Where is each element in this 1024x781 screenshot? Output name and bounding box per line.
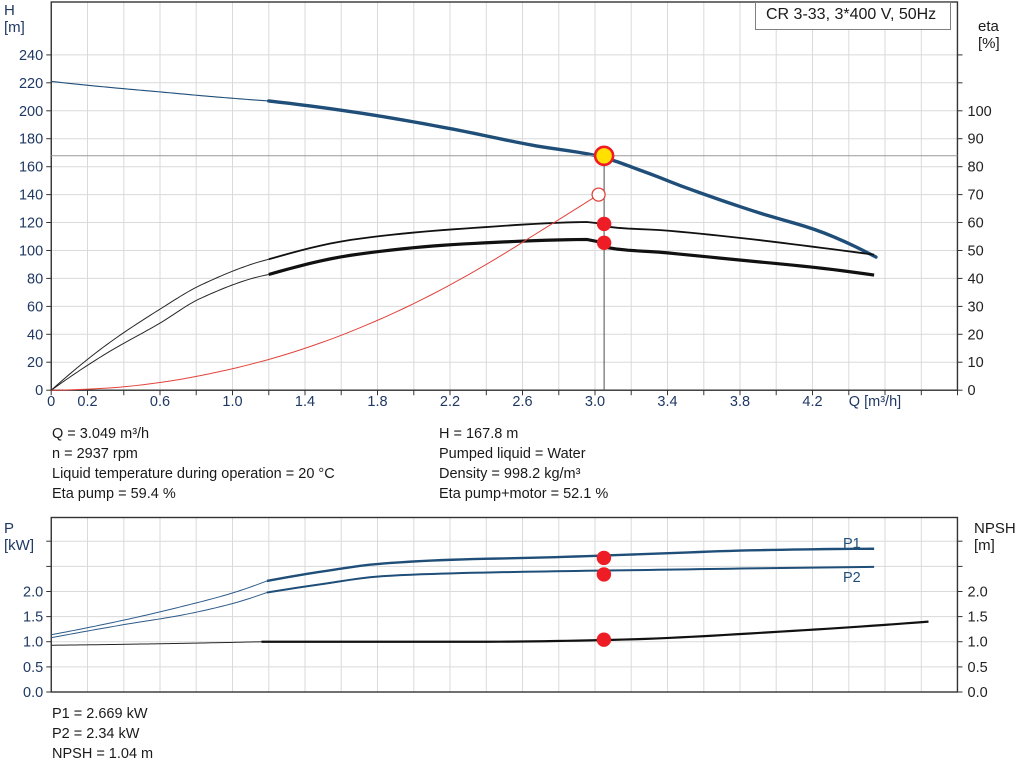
- svg-text:1.0: 1.0: [968, 635, 988, 651]
- svg-text:0.0: 0.0: [968, 685, 988, 701]
- svg-text:1.5: 1.5: [968, 610, 988, 626]
- svg-text:1.0: 1.0: [23, 635, 43, 651]
- svg-text:0.5: 0.5: [23, 660, 43, 676]
- svg-text:2.0: 2.0: [23, 585, 43, 601]
- svg-text:2.0: 2.0: [968, 585, 988, 601]
- svg-text:0.0: 0.0: [23, 685, 43, 701]
- svg-text:1.5: 1.5: [23, 610, 43, 626]
- svg-text:0.5: 0.5: [968, 660, 988, 676]
